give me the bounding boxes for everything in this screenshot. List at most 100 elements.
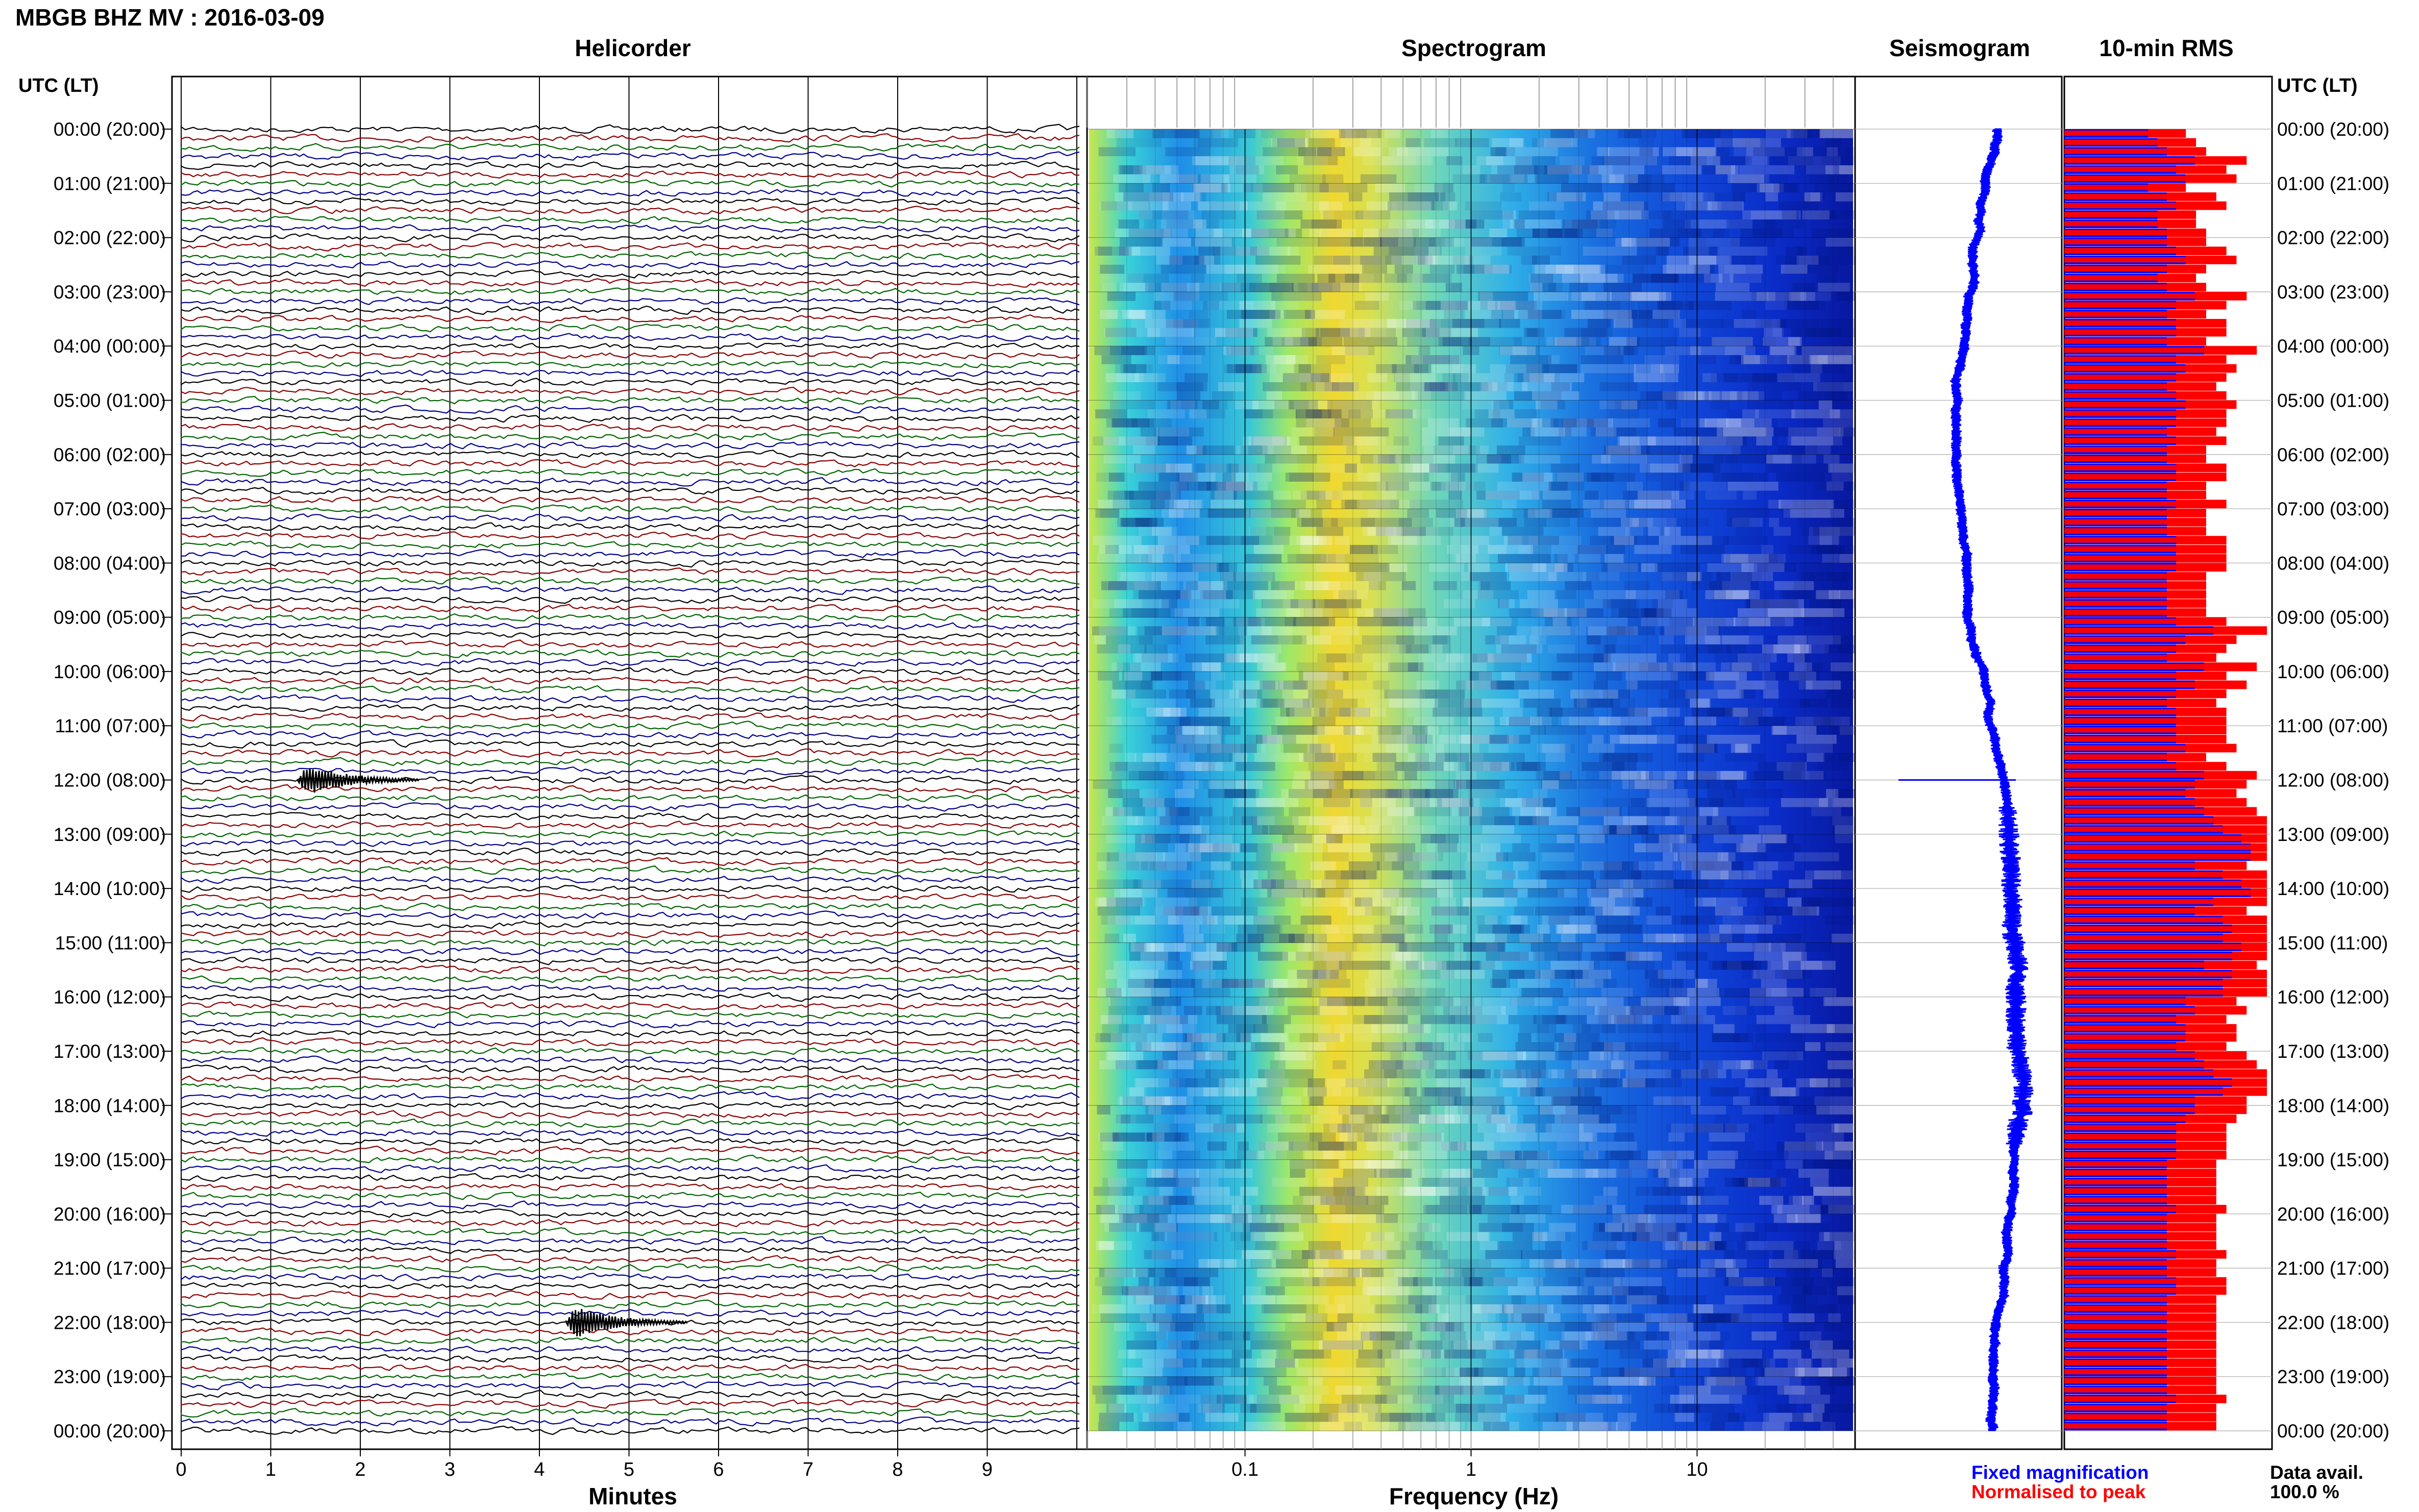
spectrogram-cell: [1698, 879, 1724, 889]
spectrogram-cell: [1793, 129, 1825, 138]
spectrogram-cell: [1712, 816, 1727, 826]
rms-bar-core: [2064, 700, 2210, 706]
spectrogram-cell: [1298, 147, 1331, 157]
spectrogram-cell: [1646, 445, 1681, 455]
spectrogram-cell: [1433, 581, 1457, 590]
spectrogram-cell: [1224, 653, 1278, 663]
spectrogram-cell: [1157, 536, 1199, 545]
spectrogram-cell: [1151, 943, 1186, 952]
spectrogram-cell: [1399, 943, 1454, 952]
spectrogram-cell: [1120, 364, 1136, 374]
spectrogram-cell: [1421, 1250, 1448, 1259]
spectrogram-cell: [1399, 301, 1417, 310]
spectrogram-cell: [1457, 509, 1489, 518]
rms-bar-core: [2064, 908, 2239, 913]
spectrogram-cell: [1134, 1078, 1158, 1087]
spectrogram-cell: [1786, 1268, 1811, 1277]
spectrogram-cell: [1717, 246, 1768, 256]
spectrogram-cell: [1806, 192, 1825, 202]
spectrogram-cell: [1652, 599, 1673, 608]
spectrogram-cell: [1234, 653, 1251, 663]
spectrogram-cell: [1586, 635, 1601, 645]
spectrogram-cell: [1746, 599, 1799, 608]
spectrogram-cell: [1785, 291, 1799, 301]
spectrogram-cell: [1744, 427, 1795, 437]
spectrogram-cell: [1192, 662, 1221, 672]
spectrogram-cell: [1237, 653, 1275, 663]
spectrogram-cell: [1767, 174, 1788, 184]
rms-bar-core: [2064, 311, 2201, 317]
spectrogram-cell: [1448, 517, 1499, 527]
spectrogram-cell: [1609, 445, 1636, 455]
spectrogram-cell: [1192, 328, 1237, 337]
spectrogram-cell: [1137, 626, 1187, 635]
spectrogram-cell: [1535, 264, 1574, 274]
spectrogram-cell: [1819, 129, 1853, 138]
spectrogram-cell: [1404, 319, 1441, 328]
spectrogram-cell: [1531, 274, 1553, 283]
spectrogram-cell: [1477, 1412, 1506, 1422]
spectrogram-cell: [1739, 689, 1756, 699]
spectrogram-cell: [1639, 147, 1653, 157]
spectrogram-cell: [1175, 789, 1195, 798]
spectrogram-cell: [1726, 509, 1770, 518]
spectrogram-cell: [1571, 291, 1596, 301]
spectrogram-cell: [1124, 671, 1143, 681]
rms-bar-core: [2064, 365, 2230, 371]
spectrogram-cell: [1369, 581, 1386, 590]
spectrogram-cell: [1826, 147, 1838, 157]
spectrogram-cell: [1203, 301, 1219, 310]
spectrogram-cell: [1260, 888, 1271, 898]
spectrogram-cell: [1551, 544, 1606, 554]
spectrogram-cell: [1700, 870, 1729, 880]
spectrogram-cell: [1535, 906, 1586, 916]
spectrogram-cell: [1673, 274, 1711, 283]
spectrogram-cell: [1559, 1051, 1572, 1060]
spectrogram-cell: [1140, 1403, 1190, 1413]
spectrogram-cell: [1605, 1223, 1622, 1232]
spectrogram-cell: [1770, 346, 1795, 355]
spectrogram-cell: [1721, 473, 1754, 482]
helicorder-xtick-label: 4: [534, 1459, 545, 1480]
spectrogram-cell: [1668, 1132, 1685, 1142]
spectrogram-xtick-label: 0.1: [1231, 1459, 1258, 1480]
spectrogram-cell: [1256, 924, 1308, 934]
helicorder-trace: [180, 1381, 1080, 1391]
spectrogram-cell: [1279, 1395, 1322, 1404]
spectrogram-cell: [1806, 680, 1841, 690]
spectrogram-cell: [1153, 1295, 1206, 1304]
helicorder-trace: [180, 739, 1080, 749]
spectrogram-cell: [1742, 210, 1782, 220]
helicorder-trace: [180, 676, 1080, 685]
spectrogram-cell: [1112, 662, 1123, 672]
spectrogram-cell: [1623, 879, 1674, 889]
spectrogram-cell: [1584, 1150, 1597, 1160]
spectrogram-cell: [1380, 644, 1404, 654]
spectrogram-cell: [1263, 382, 1307, 391]
spectrogram-cell: [1343, 436, 1386, 445]
spectrogram-cell: [1519, 1024, 1557, 1033]
spectrogram-cell: [1811, 1403, 1825, 1413]
spectrogram-cell: [1331, 517, 1375, 527]
spectrogram-cell: [1593, 653, 1611, 663]
spectrogram-cell: [1476, 454, 1521, 464]
spectrogram-cell: [1817, 1241, 1841, 1250]
spectrogram-cell: [1139, 1277, 1149, 1286]
spectrogram-cell: [1779, 590, 1812, 600]
spectrogram-cell: [1114, 888, 1157, 898]
spectrogram-cell: [1418, 662, 1456, 672]
spectrogram-cell: [1629, 183, 1674, 192]
spectrogram-cell: [1586, 771, 1641, 780]
spectrogram-cell: [1253, 544, 1284, 554]
spectrogram-cell: [1385, 527, 1396, 536]
spectrogram-cell: [1500, 798, 1526, 807]
spectrogram-cell: [1225, 328, 1257, 337]
spectrogram-cell: [1786, 463, 1830, 473]
spectrogram-cell: [1676, 201, 1721, 211]
spectrogram-cell: [1301, 183, 1329, 192]
spectrogram-cell: [1195, 283, 1241, 292]
spectrogram-cell: [1541, 1358, 1563, 1368]
spectrogram-cell: [1240, 1358, 1258, 1368]
spectrogram-cell: [1117, 201, 1132, 211]
spectrogram-cell: [1292, 816, 1348, 826]
